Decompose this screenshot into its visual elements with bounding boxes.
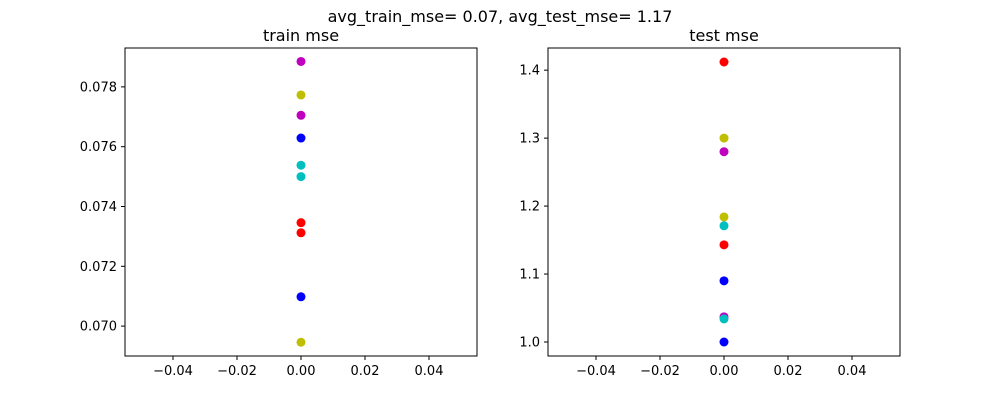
- train-mse-panel: train mse −0.04 −0.02 0.00 0.02 0.04 0.070 0.07…: [80, 26, 478, 379]
- test-mse-y-tick-label: 1.2: [519, 200, 540, 215]
- train-mse-x-tick-label: −0.02: [217, 364, 257, 379]
- test-mse-title: test mse: [689, 26, 759, 45]
- train-mse-x-tick-label: 0.04: [415, 364, 444, 379]
- test-mse-y-tick-label: 1.3: [519, 132, 540, 147]
- train-mse-x-tick-label: 0.02: [351, 364, 380, 379]
- train-mse-point: [296, 133, 306, 143]
- train-mse-title: train mse: [263, 26, 339, 45]
- train-mse-y-tick-label: 0.072: [80, 260, 117, 275]
- train-mse-y-tick-label: 0.078: [80, 80, 117, 95]
- train-mse-point: [296, 337, 306, 347]
- test-mse-panel: test mse −0.04 −0.02 0.00 0.02 0.04 1.0 1.1 1.2 1…: [519, 26, 901, 379]
- test-mse-point: [719, 212, 729, 222]
- test-mse-point: [719, 276, 729, 286]
- test-mse-x-tick-label: 0.02: [774, 364, 803, 379]
- train-mse-point: [296, 172, 306, 182]
- test-mse-point: [719, 147, 729, 157]
- test-mse-point: [719, 221, 729, 231]
- train-mse-point: [296, 218, 306, 228]
- train-mse-point: [296, 292, 306, 302]
- test-mse-axes-frame: [547, 47, 901, 357]
- test-mse-y-tick-label: 1.4: [519, 64, 540, 79]
- figure-suptitle: avg_train_mse= 0.07, avg_test_mse= 1.17: [328, 7, 673, 27]
- train-mse-point: [296, 56, 306, 66]
- train-mse-y-tick-label: 0.070: [80, 320, 117, 335]
- test-mse-x-tick-label: 0.04: [838, 364, 867, 379]
- train-mse-point: [296, 90, 306, 100]
- test-mse-point: [719, 57, 729, 67]
- test-mse-point: [719, 240, 729, 250]
- test-mse-x-tick-label: 0.00: [710, 364, 739, 379]
- test-mse-point: [719, 314, 729, 324]
- train-mse-point: [296, 228, 306, 238]
- train-mse-x-tick-label: 0.00: [287, 364, 316, 379]
- test-mse-x-tick-label: −0.04: [576, 364, 616, 379]
- train-mse-point: [296, 110, 306, 120]
- test-mse-point: [719, 133, 729, 143]
- test-mse-x-tick-label: −0.02: [640, 364, 680, 379]
- test-mse-y-tick-label: 1.1: [519, 268, 540, 283]
- train-mse-y-tick-label: 0.076: [80, 140, 117, 155]
- train-mse-point: [296, 160, 306, 170]
- train-mse-x-tick-label: −0.04: [153, 364, 193, 379]
- train-mse-y-tick-label: 0.074: [80, 200, 117, 215]
- test-mse-y-tick-label: 1.0: [519, 336, 540, 351]
- test-mse-point: [719, 337, 729, 347]
